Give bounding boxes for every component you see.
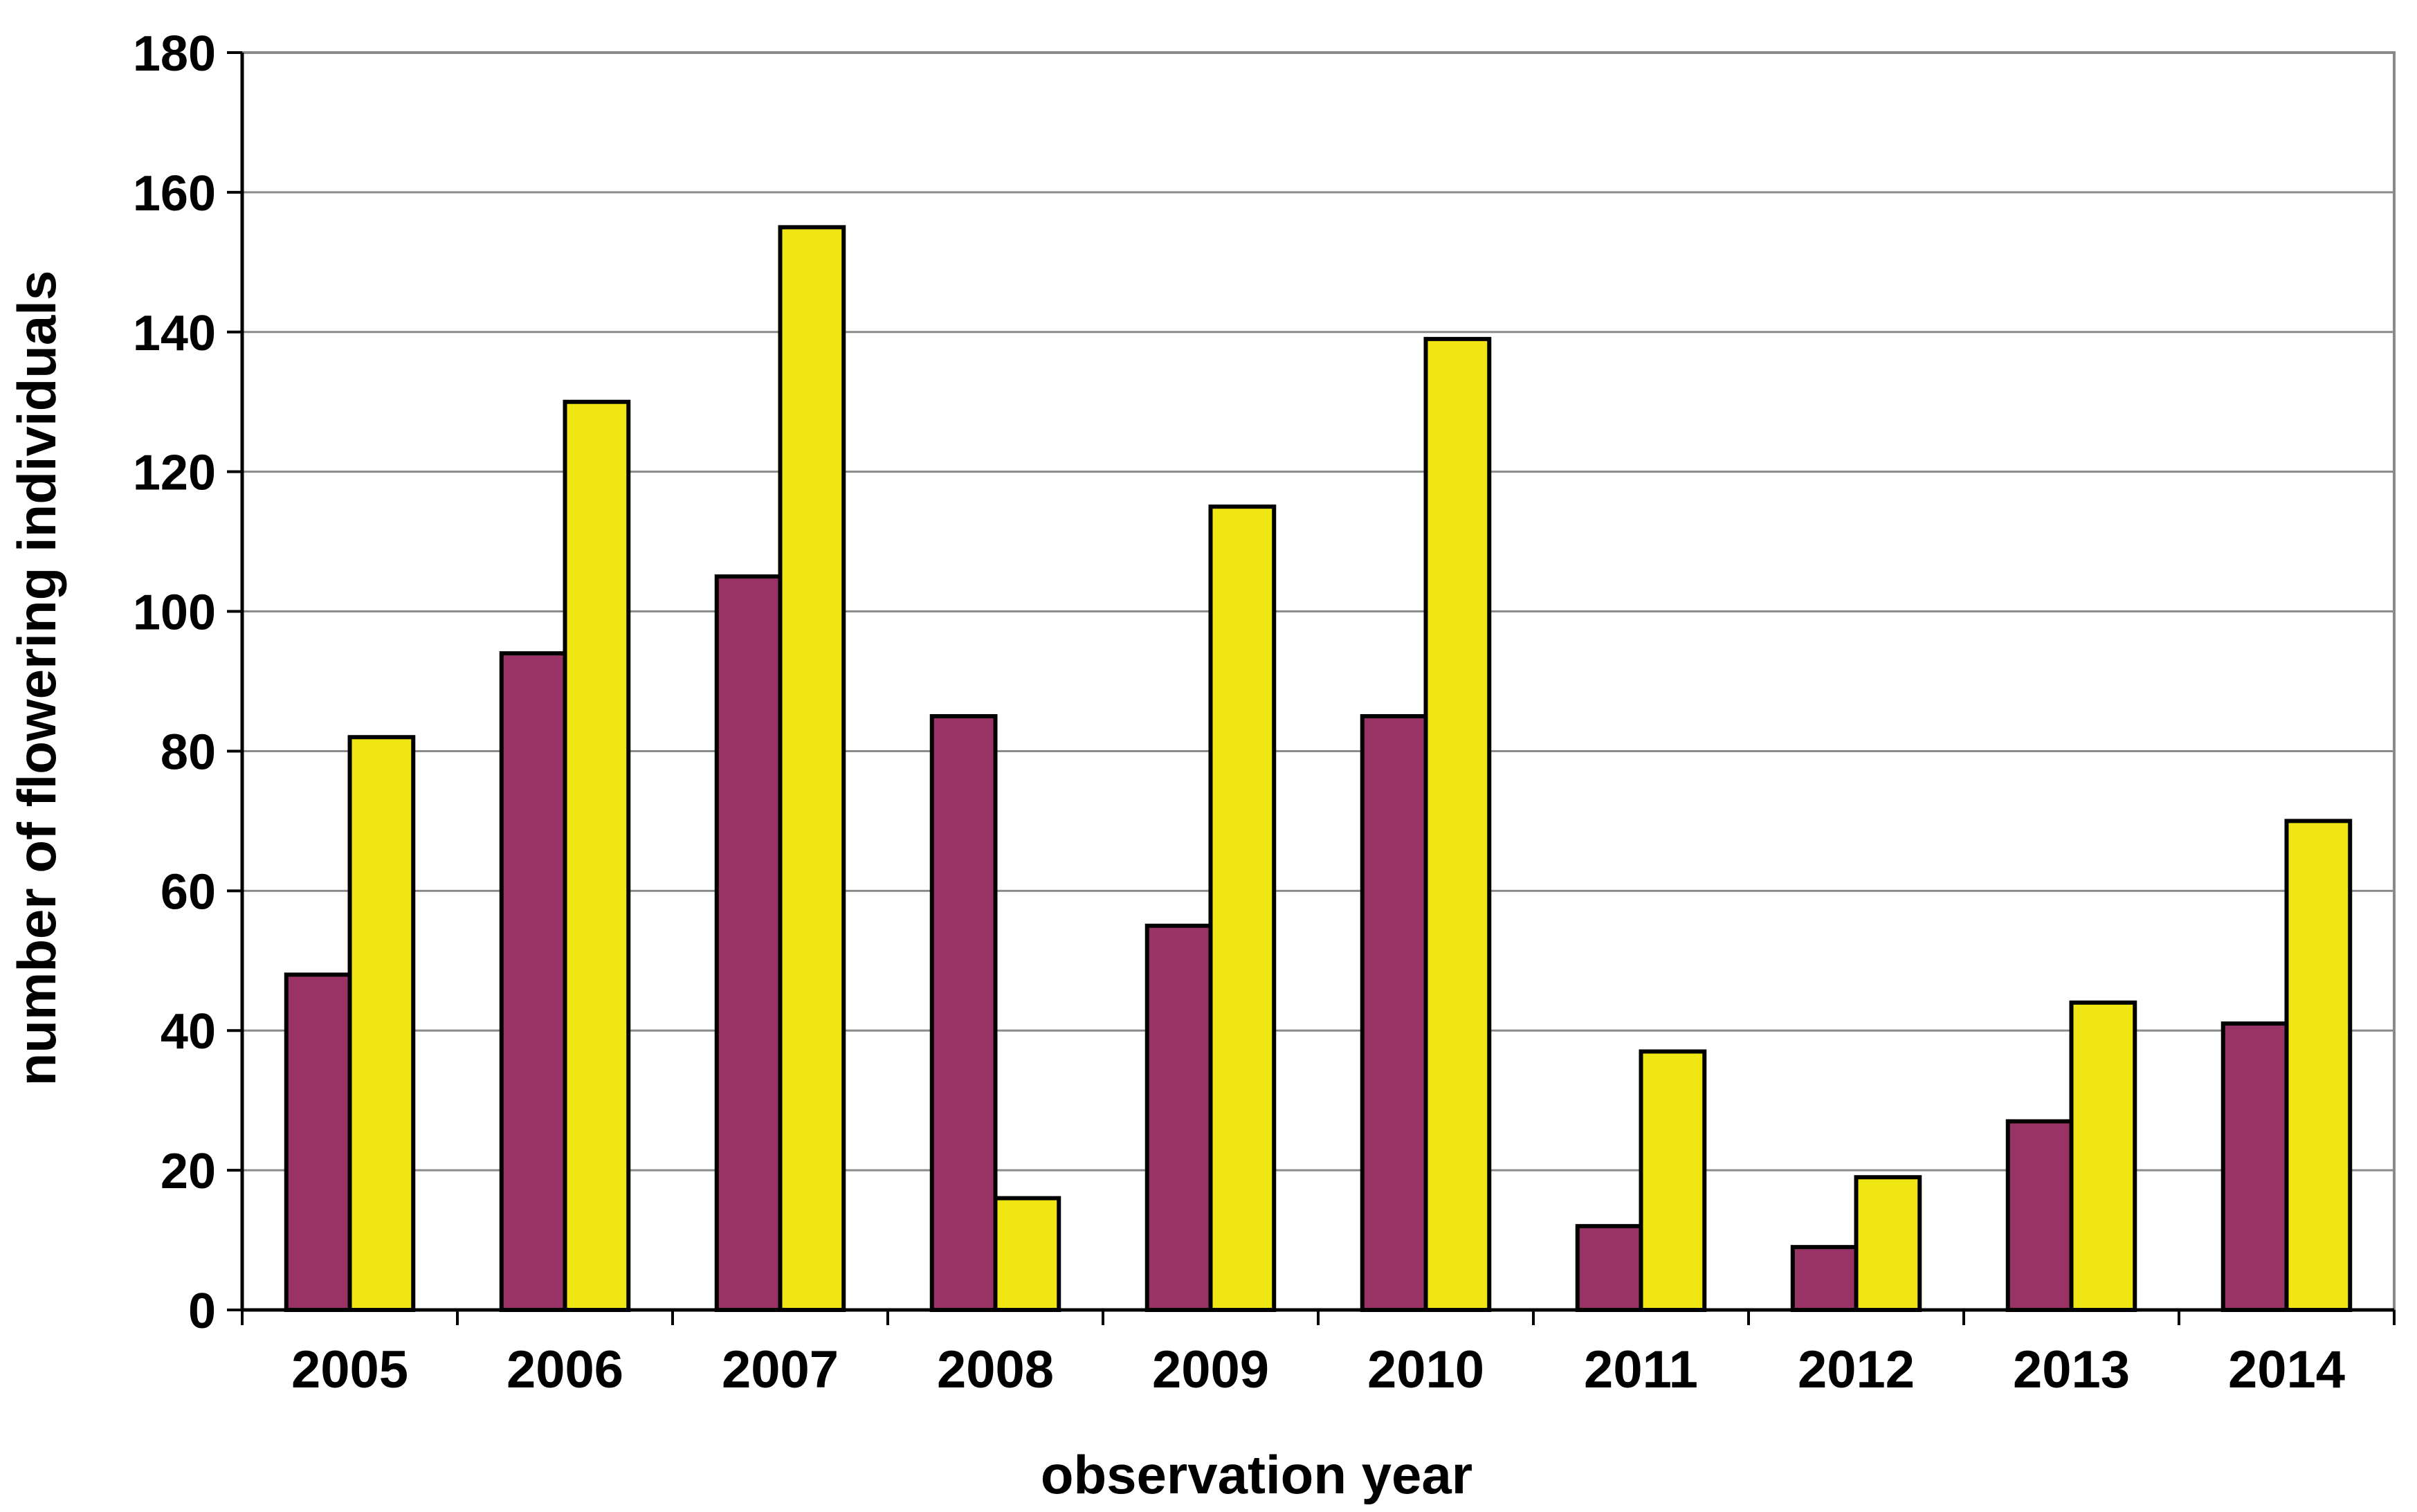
y-tick-label: 60 (161, 864, 216, 920)
x-tick-label: 2008 (937, 1340, 1054, 1399)
x-tick-label: 2014 (2228, 1340, 2345, 1399)
bar-2008-series-1 (929, 713, 998, 1312)
y-tick-label: 160 (133, 166, 216, 221)
bar-2005-series-2 (347, 735, 416, 1313)
bar-2012-series-2 (1854, 1175, 1922, 1313)
bar-2010-series-2 (1423, 336, 1492, 1313)
x-tick-label: 2013 (2013, 1340, 2130, 1399)
bar-2011-series-1 (1575, 1223, 1643, 1313)
bar-2009-series-1 (1144, 923, 1213, 1312)
bar-2007-series-1 (714, 574, 783, 1312)
x-tick-label: 2009 (1152, 1340, 1269, 1399)
x-tick-label: 2007 (722, 1340, 839, 1399)
bar-2014-series-1 (2220, 1021, 2289, 1313)
bar-2010-series-1 (1360, 713, 1428, 1312)
bar-2012-series-1 (1790, 1245, 1859, 1313)
bar-2007-series-2 (778, 225, 846, 1313)
bar-2013-series-2 (2069, 1000, 2137, 1313)
y-tick-label: 180 (133, 26, 216, 82)
bar-2011-series-2 (1639, 1049, 1707, 1313)
y-tick-label: 80 (161, 725, 216, 780)
tick-labels: 0 20 40 60 80 100 120 140 160 180 2005 2006 2007 2008… (133, 26, 2345, 1399)
axes (227, 51, 2396, 1325)
y-tick-label: 40 (161, 1004, 216, 1059)
y-tick-label: 0 (188, 1284, 216, 1339)
bar-2006-series-2 (563, 399, 631, 1313)
x-tick-label: 2005 (291, 1340, 408, 1399)
bar-2009-series-2 (1208, 504, 1277, 1312)
x-axis-title: observation year (1041, 1444, 1472, 1505)
x-tick-label: 2011 (1584, 1340, 1698, 1399)
bar-2005-series-1 (284, 972, 352, 1312)
y-tick-label: 120 (133, 446, 216, 501)
y-axis-title: number of flowering individuals (6, 271, 67, 1086)
y-tick-label: 20 (161, 1144, 216, 1199)
y-tick-label: 100 (133, 585, 216, 641)
bars (284, 225, 2353, 1313)
x-tick-label: 2010 (1367, 1340, 1484, 1399)
x-tick-label: 2012 (1798, 1340, 1915, 1399)
bar-2008-series-2 (993, 1196, 1061, 1312)
x-tick-label: 2006 (507, 1340, 623, 1399)
bar-2013-series-1 (2005, 1119, 2074, 1312)
y-tick-label: 140 (133, 306, 216, 361)
bar-2014-series-2 (2284, 819, 2353, 1312)
bar-2006-series-1 (499, 651, 567, 1312)
